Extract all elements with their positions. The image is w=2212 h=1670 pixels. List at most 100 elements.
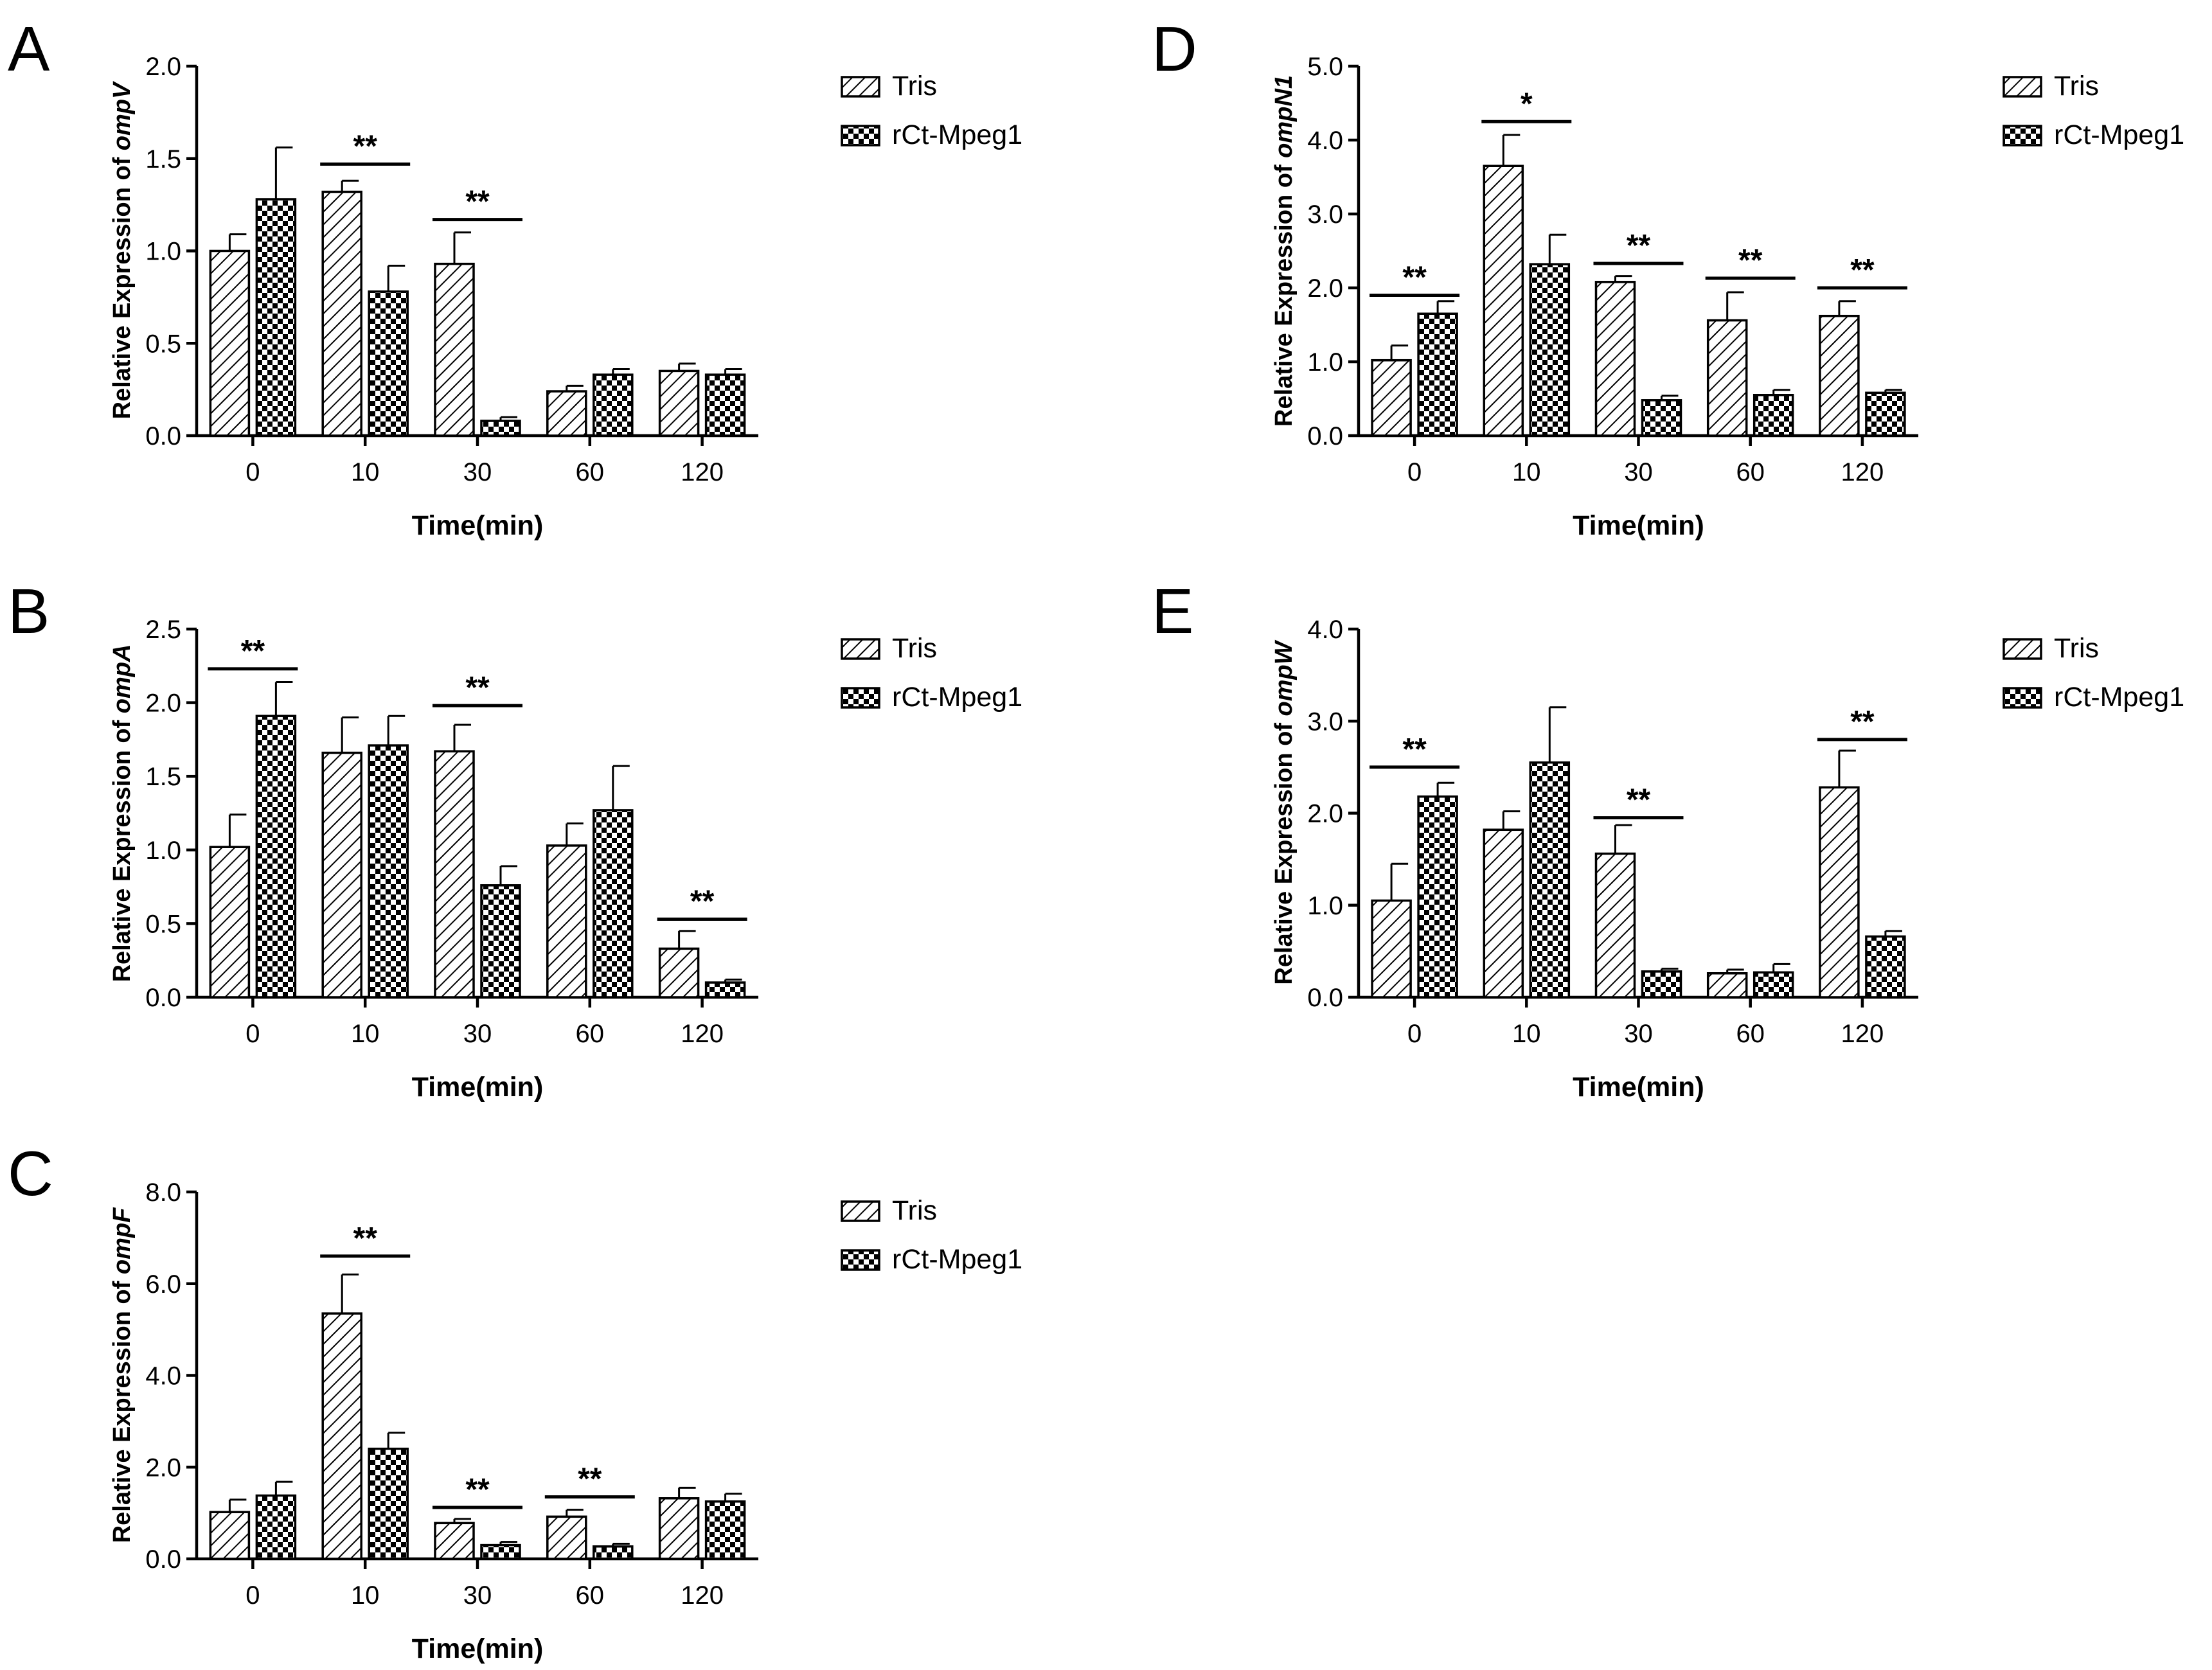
- y-axis-title-gene: ompW: [1271, 639, 1298, 716]
- significance-label: **: [353, 1221, 378, 1256]
- y-axis-title-gene: ompF: [109, 1207, 136, 1274]
- significance-label: **: [1627, 783, 1651, 817]
- x-tick-label: 60: [576, 1020, 605, 1048]
- bar-tris: [1706, 972, 1748, 999]
- significance-label: **: [690, 885, 715, 919]
- y-tick-label: 0.5: [145, 330, 181, 358]
- y-axis-title-gene: ompA: [109, 644, 136, 714]
- legend-swatch-tris: [2002, 76, 2042, 98]
- panel-e: E 0.0 1.0 2.0 3.0 4.0 Relative Expression of o…: [1152, 576, 2184, 1103]
- bar-tris: [546, 1515, 587, 1560]
- legend-swatch-tris: [2002, 638, 2042, 660]
- legend-swatch-tris: [841, 1200, 880, 1222]
- y-axis-title: Relative Expression of ompW: [1271, 639, 1298, 984]
- x-tick-label: 10: [351, 1020, 380, 1048]
- x-axis-title: Time(min): [412, 1072, 544, 1103]
- y-axis-title-prefix: Relative Expression of: [1271, 158, 1298, 427]
- y-tick-label: 0.5: [145, 910, 181, 938]
- x-axis-title: Time(min): [412, 510, 544, 541]
- bar-tris: [1706, 319, 1748, 437]
- significance-label: **: [578, 1462, 602, 1497]
- y-tick-label: 1.5: [145, 763, 181, 791]
- y-axis-title-prefix: Relative Expression of: [109, 713, 136, 982]
- bar-rct-mpeg1: [368, 1447, 409, 1560]
- y-axis-title-prefix: Relative Expression of: [1271, 716, 1298, 984]
- y-tick-label: 2.0: [1307, 800, 1343, 828]
- bar-tris: [1483, 828, 1524, 999]
- significance-label: **: [1850, 253, 1875, 287]
- y-tick-label: 5.0: [1307, 53, 1343, 81]
- bar-tris: [434, 1522, 475, 1560]
- significance-label: **: [1402, 733, 1427, 767]
- y-axis-title-gene: ompN1: [1271, 75, 1298, 158]
- bar-tris: [1819, 314, 1860, 437]
- bar-rct-mpeg1: [1417, 795, 1458, 999]
- panel-a: A 0.0 0.5 1.0 1.5 2.0 Relative Expression of o…: [8, 13, 1022, 541]
- panel-letter: D: [1152, 13, 1197, 84]
- bar-rct-mpeg1: [368, 290, 409, 437]
- panel-letter: B: [8, 576, 49, 646]
- x-tick-label: 60: [1736, 1020, 1765, 1048]
- bar-rct-mpeg1: [255, 198, 297, 437]
- bar-rct-mpeg1: [1865, 391, 1906, 437]
- x-tick-label: 30: [1624, 1020, 1653, 1048]
- y-tick-label: 2.0: [145, 689, 181, 718]
- bar-rct-mpeg1: [368, 744, 409, 999]
- bar-tris: [209, 1511, 251, 1560]
- y-tick-label: 0.0: [145, 1545, 181, 1574]
- bar-rct-mpeg1: [1417, 312, 1458, 437]
- bar-tris: [546, 390, 587, 437]
- legend-label-rct-mpeg1: rCt-Mpeg1: [2054, 682, 2184, 713]
- legend-label-tris: Tris: [892, 71, 937, 102]
- x-tick-label: 0: [245, 1581, 260, 1610]
- significance-label: **: [465, 671, 490, 705]
- x-tick-label: 10: [1512, 1020, 1541, 1048]
- y-tick-label: 0.0: [1307, 984, 1343, 1012]
- legend-label-tris: Tris: [892, 1195, 937, 1226]
- bar-tris: [658, 947, 700, 999]
- y-tick-label: 6.0: [145, 1270, 181, 1299]
- bar-rct-mpeg1: [1753, 394, 1794, 437]
- bar-tris: [434, 262, 475, 437]
- x-axis-title: Time(min): [1573, 1072, 1704, 1103]
- legend-swatch-rct-mpeg1: [2002, 687, 2042, 709]
- bar-rct-mpeg1: [1641, 399, 1682, 437]
- bar-tris: [1483, 164, 1524, 437]
- x-tick-label: 120: [1841, 458, 1884, 486]
- y-tick-label: 4.0: [145, 1362, 181, 1390]
- bar-tris: [1594, 281, 1636, 437]
- y-tick-label: 0.0: [145, 984, 181, 1012]
- bar-rct-mpeg1: [480, 420, 521, 437]
- y-axis-title-prefix: Relative Expression of: [109, 150, 136, 419]
- x-tick-label: 60: [1736, 458, 1765, 486]
- x-axis-title: Time(min): [412, 1633, 544, 1664]
- panel-d: D 0.0 1.0 2.0 3.0 4.0 5.0 Relative Expression o…: [1152, 13, 2184, 541]
- legend-label-tris: Tris: [2054, 71, 2099, 102]
- x-tick-label: 0: [245, 1020, 260, 1048]
- y-tick-label: 4.0: [1307, 127, 1343, 155]
- y-tick-label: 3.0: [1307, 707, 1343, 736]
- y-tick-label: 4.0: [1307, 616, 1343, 644]
- y-tick-label: 1.0: [1307, 348, 1343, 377]
- x-tick-label: 120: [681, 1581, 724, 1610]
- bar-tris: [658, 369, 700, 437]
- legend-swatch-rct-mpeg1: [841, 1249, 880, 1271]
- y-axis-title: Relative Expression of ompA: [109, 644, 136, 982]
- bar-tris: [321, 751, 362, 999]
- bar-tris: [321, 1312, 362, 1560]
- significance-label: **: [1850, 705, 1875, 739]
- bar-rct-mpeg1: [255, 715, 297, 999]
- y-tick-label: 2.0: [1307, 274, 1343, 303]
- bar-rct-mpeg1: [593, 1545, 634, 1560]
- bar-tris: [1819, 786, 1860, 999]
- legend-label-tris: Tris: [892, 633, 937, 664]
- x-tick-label: 10: [1512, 458, 1541, 486]
- bar-rct-mpeg1: [1641, 970, 1682, 999]
- panel-letter: E: [1152, 576, 1193, 646]
- x-tick-label: 30: [463, 458, 492, 486]
- x-tick-label: 0: [245, 458, 260, 486]
- bar-rct-mpeg1: [1529, 761, 1571, 999]
- bar-rct-mpeg1: [704, 981, 746, 999]
- bar-tris: [546, 844, 587, 999]
- x-tick-label: 0: [1407, 1020, 1422, 1048]
